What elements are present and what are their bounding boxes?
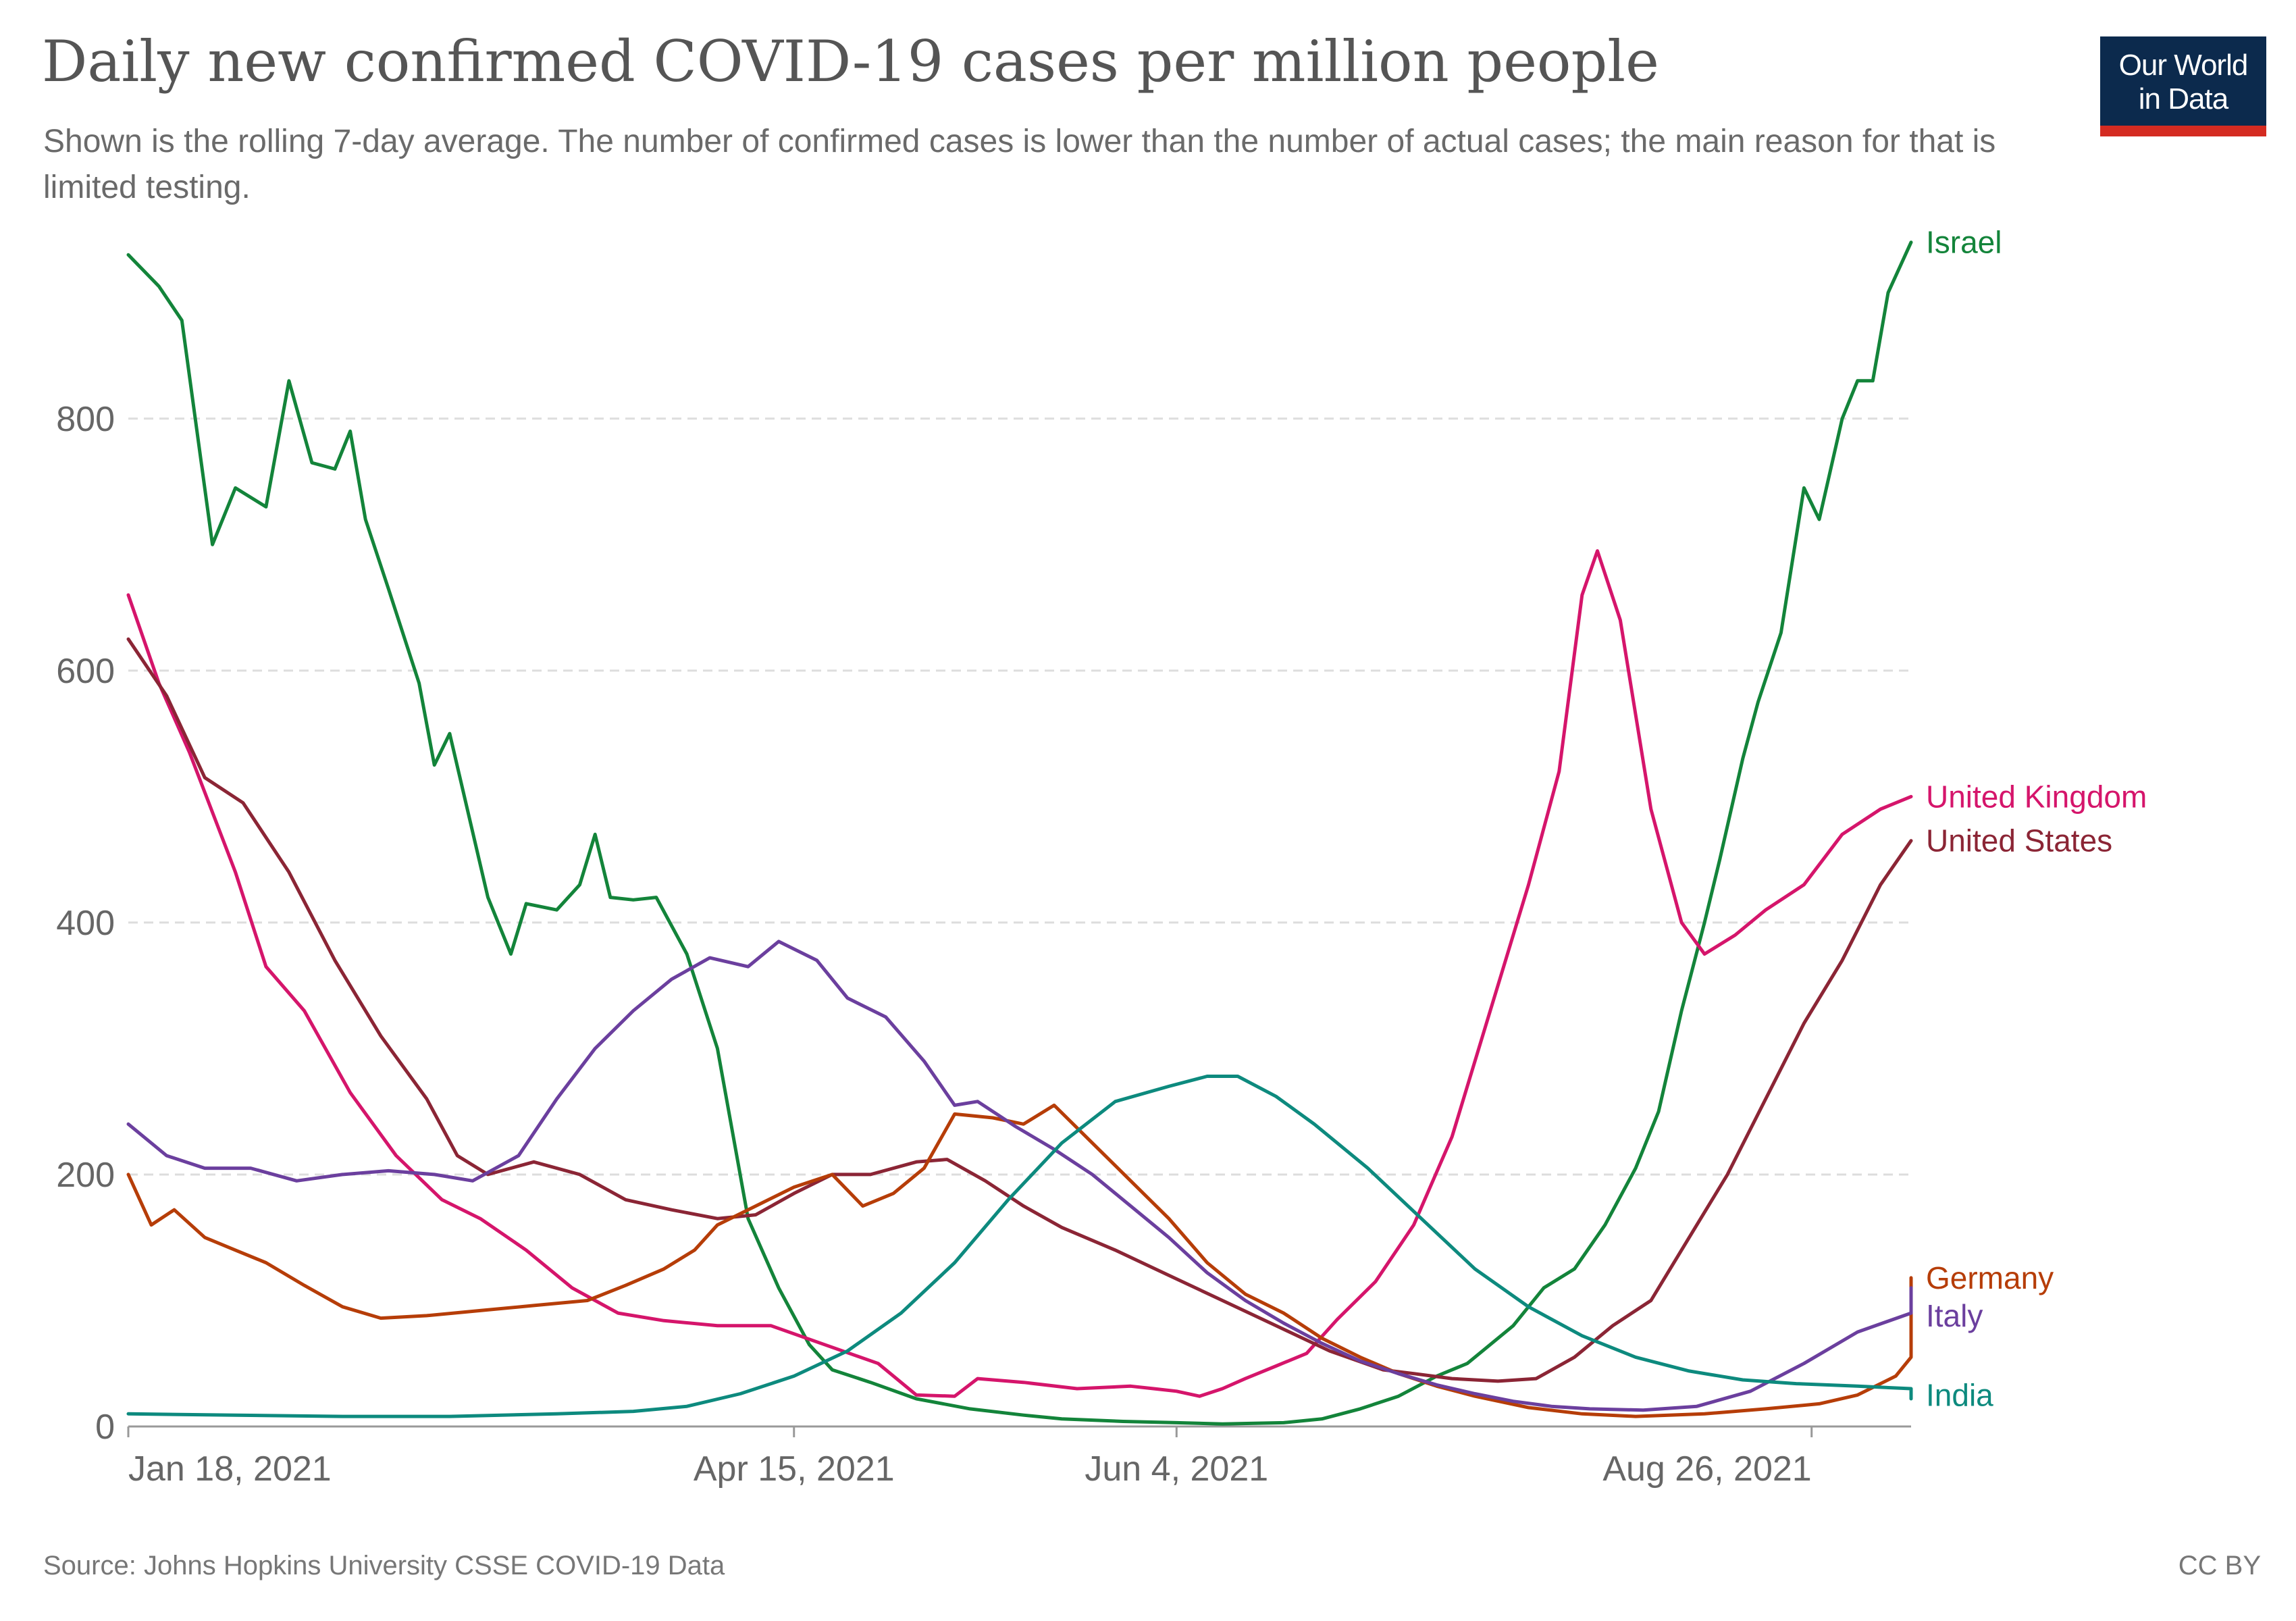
x-tick-label: Jun 4, 2021 bbox=[1085, 1449, 1268, 1489]
y-tick-label: 400 bbox=[56, 904, 115, 943]
series-line-israel[interactable] bbox=[126, 240, 1913, 1426]
gridlines bbox=[128, 417, 1911, 1176]
series-line-india[interactable] bbox=[126, 1075, 1913, 1418]
series-line-italy[interactable] bbox=[126, 940, 1913, 1412]
series-label-italy[interactable]: Italy bbox=[1926, 1298, 1983, 1333]
series-lines bbox=[126, 240, 1913, 1426]
chart-title: Daily new confirmed COVID-19 cases per m… bbox=[42, 28, 1659, 95]
series-line-united-kingdom[interactable] bbox=[126, 549, 1913, 1398]
series-labels: Israel United Kingdom United States Germany… bbox=[1926, 225, 2147, 1413]
y-tick-label: 600 bbox=[56, 652, 115, 691]
series-label-united-states[interactable]: United States bbox=[1926, 823, 2112, 858]
x-tick-label: Jan 18, 2021 bbox=[128, 1449, 332, 1489]
logo-line-2: in Data bbox=[2138, 82, 2228, 115]
license-link[interactable]: CC BY bbox=[2178, 1551, 2261, 1580]
series-label-germany[interactable]: Germany bbox=[1926, 1260, 2054, 1295]
chart-subtitle: Shown is the rolling 7-day average. The … bbox=[43, 124, 1996, 205]
x-tick-label: Aug 26, 2021 bbox=[1602, 1449, 1811, 1489]
source-note[interactable]: Source: Johns Hopkins University CSSE CO… bbox=[43, 1551, 725, 1580]
x-tick-label: Apr 15, 2021 bbox=[694, 1449, 895, 1489]
series-label-israel[interactable]: Israel bbox=[1926, 225, 2002, 260]
y-tick-label: 800 bbox=[56, 400, 115, 439]
axes: 0 200 400 600 800 Jan 18, 2021 Apr 15, 2021 Jun… bbox=[56, 400, 1911, 1489]
series-label-united-kingdom[interactable]: United Kingdom bbox=[1926, 779, 2147, 814]
series-line-united-states[interactable] bbox=[126, 637, 1913, 1383]
y-tick-label: 0 bbox=[95, 1408, 115, 1447]
owid-logo[interactable]: Our World in Data bbox=[2100, 36, 2266, 136]
y-tick-label: 200 bbox=[56, 1156, 115, 1195]
series-label-india[interactable]: India bbox=[1926, 1377, 1993, 1412]
logo-line-1: Our World bbox=[2118, 49, 2249, 82]
